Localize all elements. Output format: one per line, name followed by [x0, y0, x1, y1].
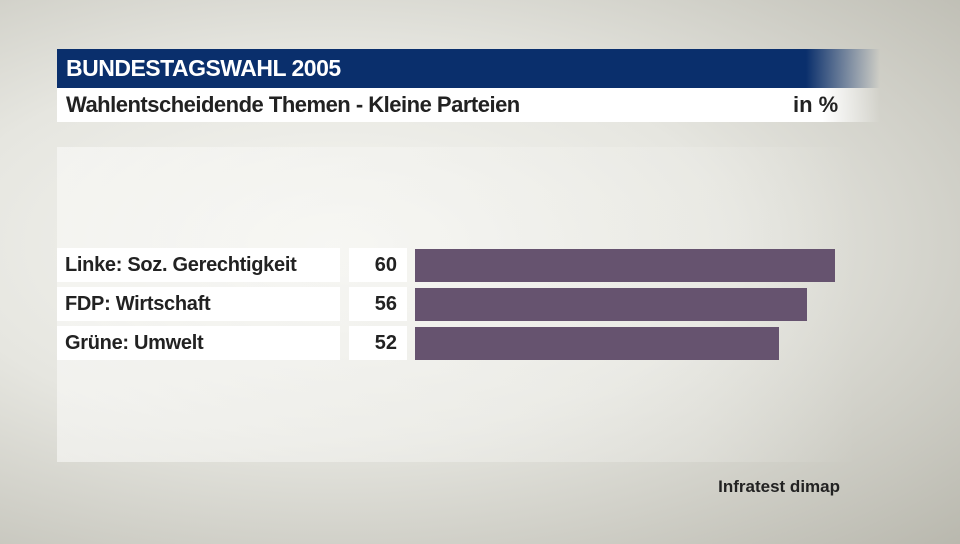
chart-subtitle: Wahlentscheidende Themen - Kleine Partei…: [66, 92, 520, 117]
category-label: Linke: Soz. Gerechtigkeit: [65, 254, 297, 276]
category-label: Grüne: Umwelt: [65, 332, 204, 354]
value-label: 52: [374, 332, 397, 354]
category-label-box: Linke: Soz. Gerechtigkeit: [57, 248, 340, 282]
header-bar: BUNDESTAGSWAHL 2005: [57, 49, 880, 88]
value-label-box: 60: [349, 248, 407, 282]
value-label: 56: [374, 293, 397, 315]
header-title: BUNDESTAGSWAHL 2005: [66, 55, 341, 81]
unit-label: in %: [793, 92, 839, 117]
bar-row: Grüne: Umwelt 52: [57, 326, 857, 360]
bar-row: Linke: Soz. Gerechtigkeit 60: [57, 248, 857, 282]
bar: [415, 288, 807, 321]
category-label: FDP: Wirtschaft: [65, 293, 211, 315]
category-label-box: FDP: Wirtschaft: [57, 287, 340, 321]
value-label: 60: [374, 254, 397, 276]
value-label-box: 52: [349, 326, 407, 360]
bar: [415, 327, 779, 360]
source-label: Infratest dimap: [718, 477, 840, 496]
category-label-box: Grüne: Umwelt: [57, 326, 340, 360]
value-label-box: 56: [349, 287, 407, 321]
subtitle-bar: Wahlentscheidende Themen - Kleine Partei…: [57, 88, 880, 122]
bar-row: FDP: Wirtschaft 56: [57, 287, 857, 321]
bar: [415, 249, 835, 282]
